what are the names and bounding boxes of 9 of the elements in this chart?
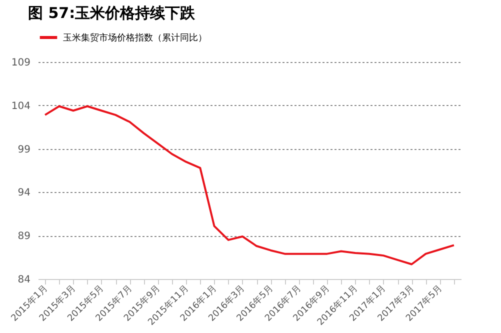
y-tick-label: 109: [11, 58, 30, 68]
y-tick-label: 99: [18, 144, 30, 156]
line-series: [44, 105, 455, 266]
y-tick-label: 84: [18, 274, 30, 286]
y-tick-label: 89: [18, 231, 30, 242]
chart-title: 图 57:玉米价格持续下跌: [28, 4, 196, 22]
y-tick-label: 94: [18, 188, 30, 199]
y-tick-label: 104: [11, 100, 30, 112]
legend-label: 玉米集贸市场价格指数（累计同比）: [63, 32, 207, 44]
